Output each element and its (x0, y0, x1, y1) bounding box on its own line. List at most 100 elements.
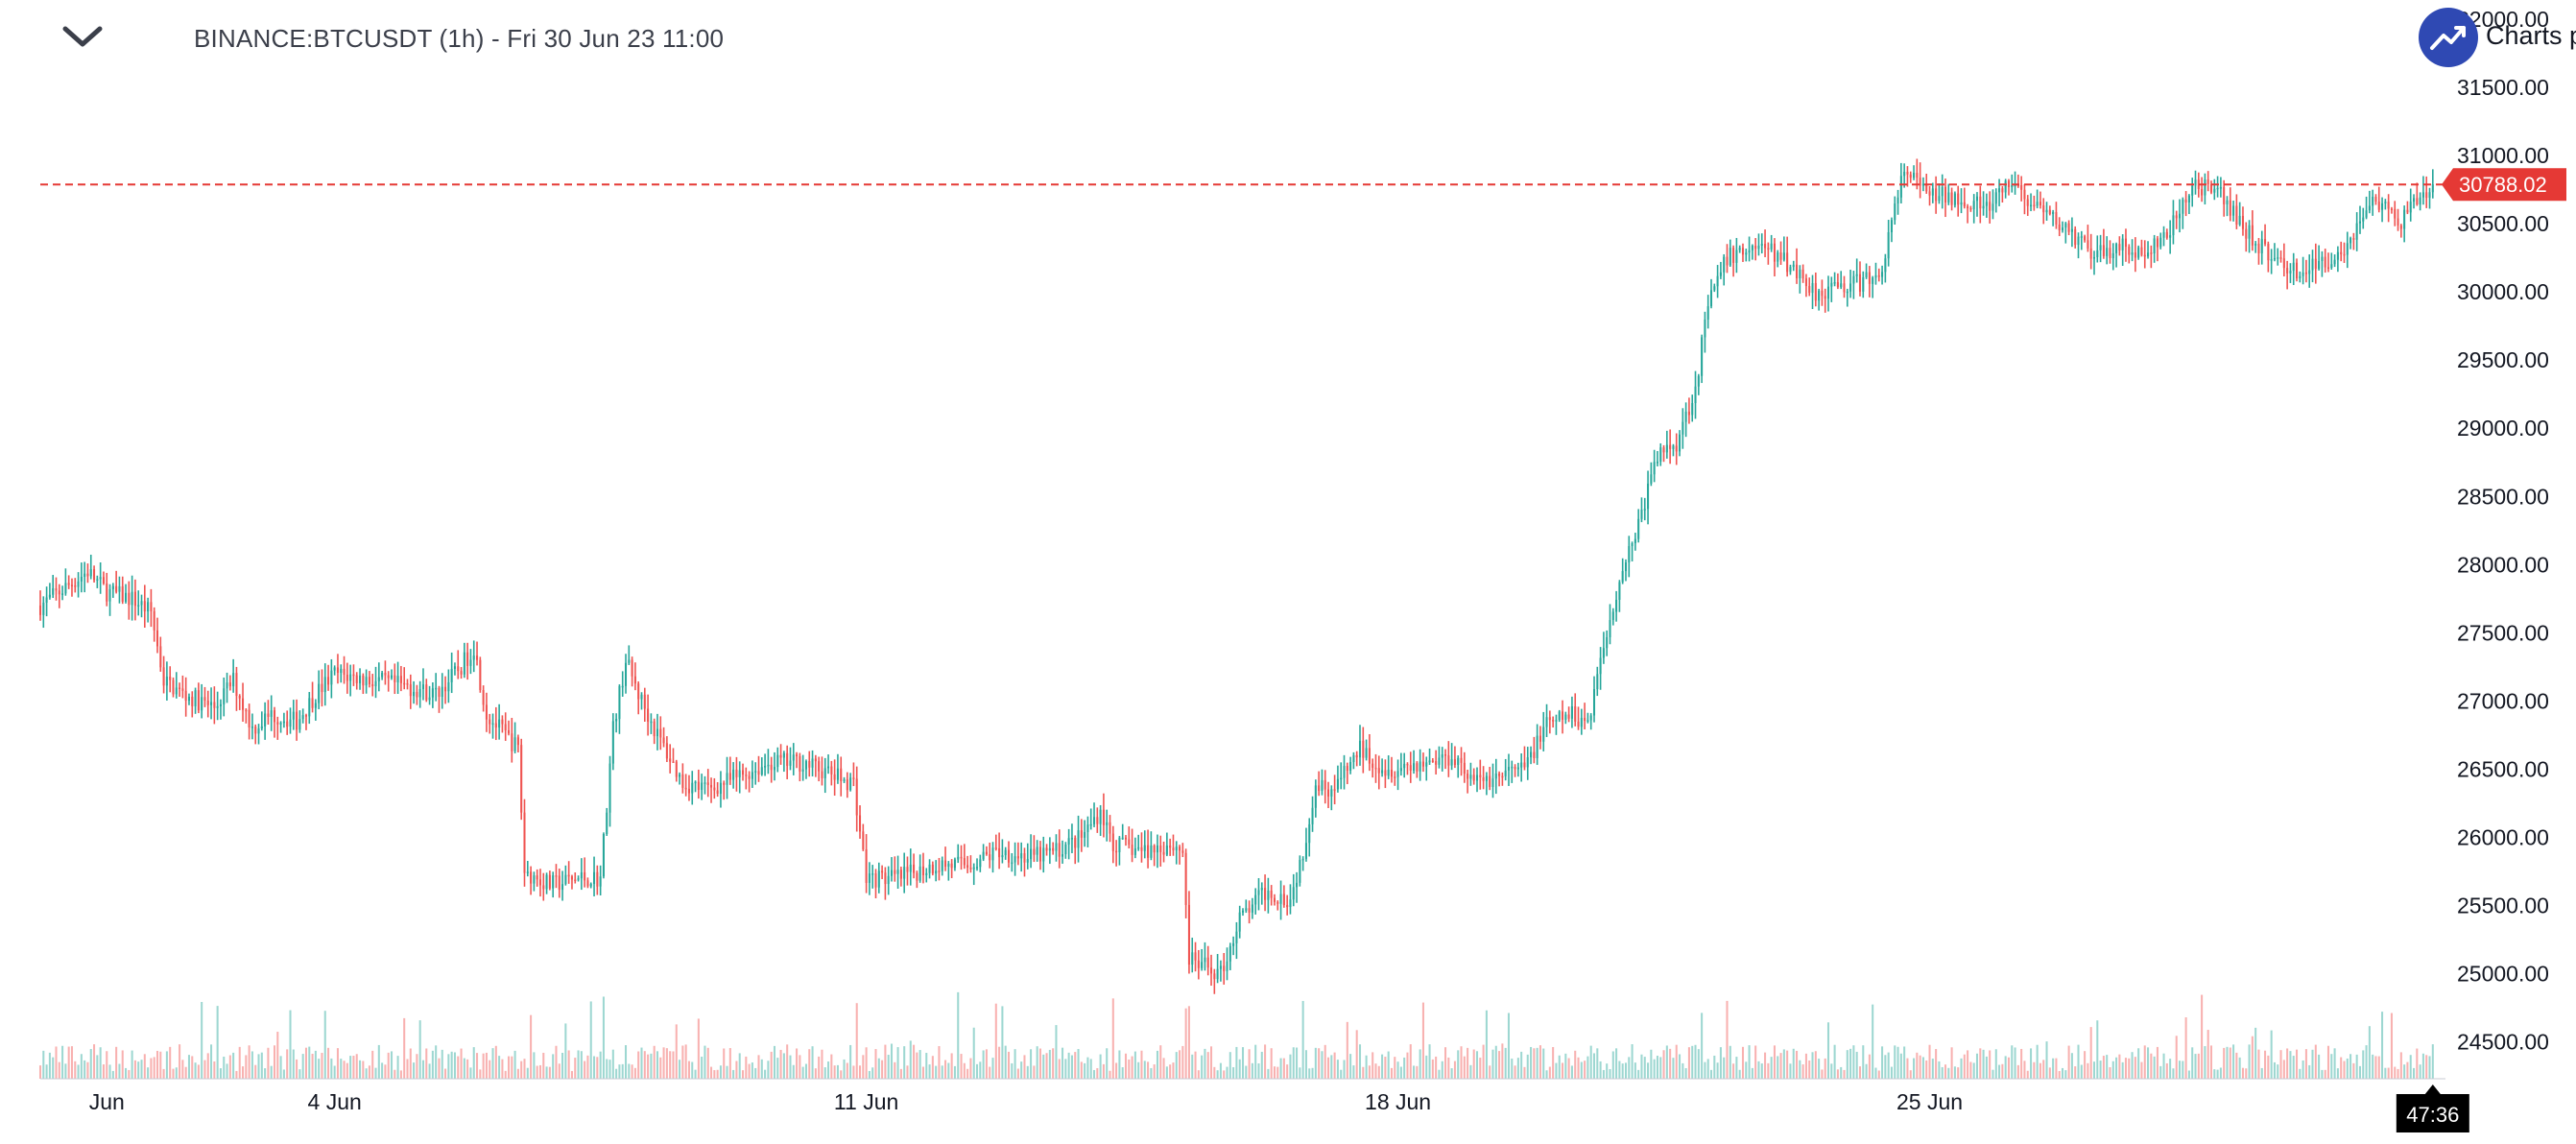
volume-bar (1663, 1050, 1665, 1079)
volume-bar (1691, 1046, 1693, 1079)
candle (539, 869, 541, 896)
candle (1235, 922, 1237, 959)
volume-bar (1849, 1049, 1851, 1079)
volume-bar (210, 1044, 212, 1079)
candle (156, 618, 158, 654)
candle (1745, 249, 1747, 261)
candle (479, 656, 481, 692)
volume-bar (1435, 1057, 1437, 1079)
candle (346, 663, 348, 694)
volume-bar (1549, 1067, 1551, 1079)
candle (2406, 202, 2408, 214)
candle (2230, 187, 2231, 221)
candle (799, 753, 800, 782)
candle (704, 776, 705, 795)
candle (1254, 888, 1256, 915)
volume-bar (264, 1068, 266, 1079)
candle (710, 777, 712, 803)
candle (1498, 772, 1500, 787)
volume-bar (2068, 1046, 2070, 1079)
candle (1593, 677, 1595, 723)
candle (112, 583, 114, 598)
candle (1122, 824, 1124, 840)
volume-bar (1011, 1063, 1013, 1079)
volume-bar (2264, 1051, 2266, 1079)
volume-bar (1884, 1055, 1886, 1079)
candle (1622, 559, 1624, 584)
candle (695, 780, 697, 792)
volume-bar (650, 1054, 652, 1079)
volume-bar (1640, 1055, 1642, 1079)
volume-bar (1676, 1045, 1678, 1079)
volume-bar (1666, 1045, 1668, 1079)
volume-bar (489, 1061, 490, 1079)
candle (1176, 841, 1178, 864)
candle (676, 760, 678, 782)
volume-bar (1330, 1055, 1332, 1079)
volume-bar (2182, 1061, 2183, 1079)
volume-bar (1916, 1053, 1918, 1079)
candle (1172, 835, 1174, 856)
candle (827, 754, 829, 774)
candle (2283, 244, 2285, 276)
chevron-down-icon[interactable] (56, 19, 109, 58)
candle (1252, 898, 1253, 919)
volume-bar (2027, 1071, 2029, 1079)
volume-bar (441, 1050, 443, 1079)
candle (812, 751, 814, 776)
volume-bar (2359, 1066, 2361, 1079)
candle (454, 662, 456, 675)
volume-bar (1632, 1044, 1634, 1079)
volume-bar (2230, 1047, 2231, 1079)
volume-bar (223, 1057, 225, 1079)
volume-bar (394, 1070, 395, 1079)
candle (2362, 208, 2364, 229)
volume-bar (1767, 1063, 1769, 1079)
volume-bar (198, 1064, 200, 1079)
volume-bar (954, 1066, 956, 1079)
volume-bar (2064, 1070, 2066, 1079)
volume-bar (352, 1056, 354, 1079)
brand-logo-button[interactable] (2419, 8, 2478, 67)
candle (1201, 949, 1203, 971)
candle (1447, 741, 1449, 777)
candle (925, 868, 927, 882)
candle (1564, 712, 1566, 725)
volume-bar (1571, 1065, 1573, 1079)
candle (2109, 240, 2111, 263)
candle (2391, 207, 2393, 214)
volume-bar (881, 1061, 883, 1079)
candle (866, 834, 868, 893)
volume-bar (2337, 1068, 2339, 1079)
volume-bar (1799, 1061, 1801, 1079)
candle (318, 670, 320, 708)
candle (2245, 223, 2247, 252)
candle (109, 584, 111, 616)
volume-bar (1682, 1063, 1683, 1079)
candle (2106, 236, 2108, 264)
volume-bar (305, 1048, 307, 1079)
candle (1825, 289, 1826, 313)
candle (1473, 768, 1475, 784)
candle (1647, 470, 1649, 524)
volume-bar (1869, 1055, 1871, 1079)
candle (1232, 937, 1234, 955)
candle (330, 659, 332, 699)
candle (1872, 276, 1873, 298)
volume-bar (406, 1059, 408, 1079)
candle (451, 653, 453, 693)
candle (1780, 242, 1782, 265)
brand-label[interactable]: Charts p (2486, 21, 2576, 51)
candle (2280, 250, 2282, 263)
volume-bar (115, 1047, 117, 1079)
candle (466, 643, 468, 679)
volume-bar (356, 1054, 358, 1079)
candle (1154, 845, 1156, 867)
volume-bar (422, 1061, 424, 1079)
volume-bar (1742, 1047, 1744, 1079)
volume-bar (1188, 1006, 1190, 1079)
candle (1874, 263, 1876, 285)
volume-bar (1625, 1062, 1627, 1079)
candle (501, 715, 503, 732)
